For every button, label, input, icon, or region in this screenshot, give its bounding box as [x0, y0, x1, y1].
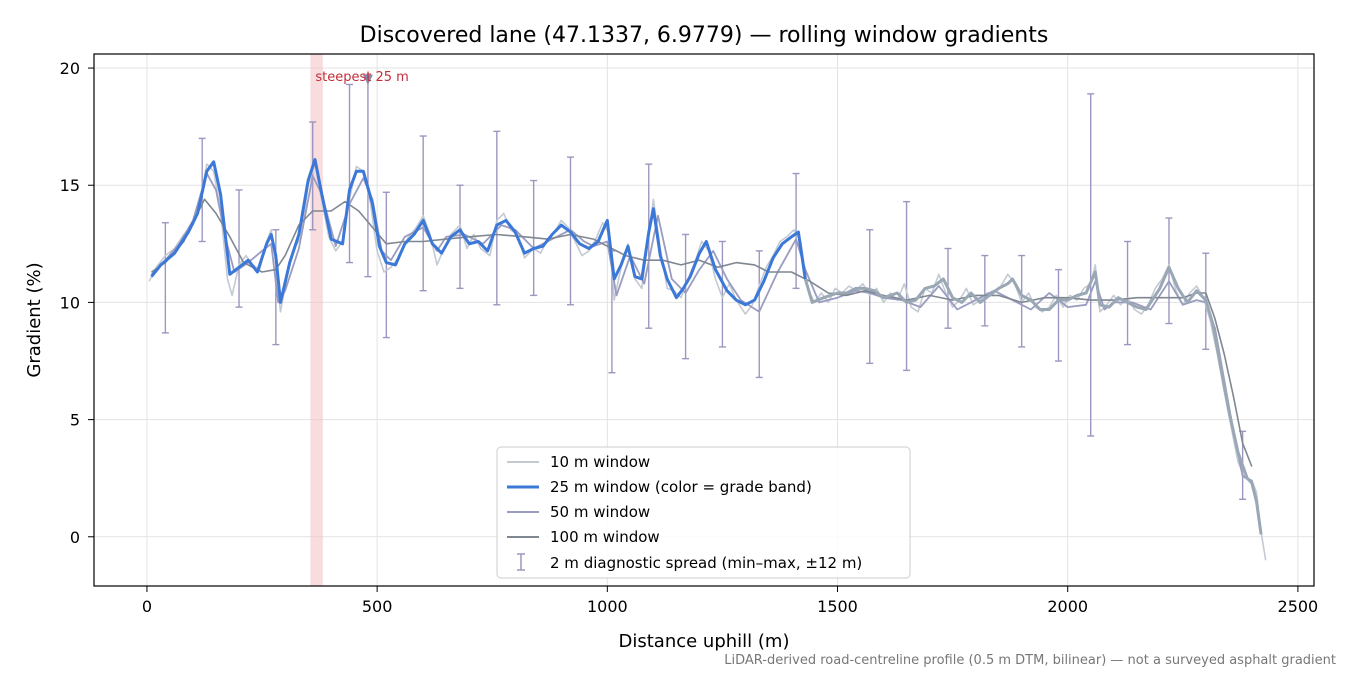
steepest-marker: [362, 74, 373, 85]
legend-box: [496, 446, 911, 579]
y-tick-label: 20: [60, 59, 80, 78]
footnote: LiDAR-derived road-centreline profile (0…: [724, 653, 1336, 668]
spread-bar: [493, 130, 501, 306]
spread-bar: [645, 163, 653, 329]
spread-bar: [981, 254, 989, 327]
spread-bar: [755, 250, 763, 379]
y-tick-label: 10: [60, 293, 80, 312]
legend-label-spread: 2 m diagnostic spread (min–max, ±12 m): [550, 554, 862, 572]
legend-label-w50: 50 m window: [550, 503, 650, 521]
legend-label-w100: 100 m window: [550, 528, 660, 546]
spread-bar: [1087, 93, 1095, 437]
chart-title: Discovered lane (47.1337, 6.9779) — roll…: [360, 23, 1049, 48]
y-axis-ticks: 0 5 10 15 20: [60, 59, 94, 547]
spread-bar: [718, 240, 726, 348]
series-line-100m: [151, 198, 1253, 467]
spread-bar: [419, 135, 427, 292]
plot-frame: [93, 53, 1315, 587]
spread-bar: [382, 191, 390, 339]
x-axis-ticks: 0 500 1000 1500 2000 2500: [142, 586, 1318, 616]
diagnostic-spread-bars: [161, 74, 1247, 500]
spread-bar: [682, 233, 690, 360]
grid-lines: [94, 54, 1314, 586]
x-axis-label: Distance uphill (m): [619, 631, 790, 652]
x-tick-label: 500: [362, 597, 393, 616]
y-tick-label: 15: [60, 176, 80, 195]
y-tick-label: 0: [70, 528, 80, 547]
legend-swatch-spread: [517, 553, 525, 571]
spread-bar: [903, 200, 911, 372]
series-line-25m-low-band: [803, 265, 1263, 535]
spread-bar: [866, 229, 874, 365]
series-lines: [148, 158, 1267, 561]
series-line-25m: [150, 158, 807, 307]
spread-bar: [456, 184, 464, 290]
legend: 10 m window 25 m window (color = grade b…: [496, 446, 911, 579]
spread-bar: [161, 222, 169, 334]
legend-label-w10: 10 m window: [550, 453, 650, 471]
y-tick-label: 5: [70, 411, 80, 430]
x-tick-label: 1000: [587, 597, 628, 616]
legend-label-w25: 25 m window (color = grade band): [550, 478, 812, 496]
spread-bar: [1054, 268, 1062, 362]
steepest-annotation: steepest 25 m: [315, 70, 408, 85]
spread-bar: [792, 172, 800, 290]
x-tick-label: 2500: [1278, 597, 1319, 616]
spread-bar: [1124, 240, 1132, 346]
spread-bar: [346, 83, 354, 264]
x-tick-label: 2000: [1047, 597, 1088, 616]
x-tick-label: 1500: [817, 597, 858, 616]
x-tick-label: 0: [142, 597, 152, 616]
spread-bar: [235, 189, 243, 308]
y-axis-label: Gradient (%): [24, 262, 45, 377]
